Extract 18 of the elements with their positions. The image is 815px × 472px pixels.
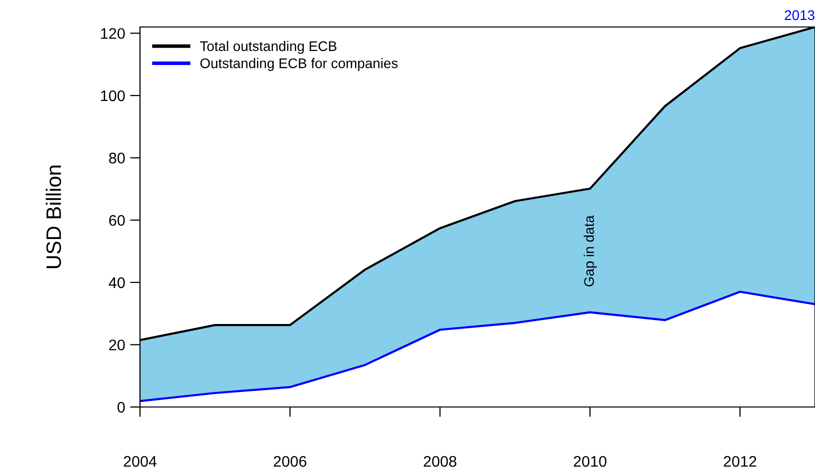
x-tick-label: 2010 — [574, 456, 606, 467]
y-tick-label: 20 — [109, 340, 125, 350]
x-tick-label: 2012 — [724, 456, 756, 467]
x-tick-label: 2006 — [274, 456, 306, 467]
x-tick-label: 2008 — [424, 456, 456, 467]
y-tick-label: 0 — [118, 402, 125, 413]
line-series — [140, 290, 815, 402]
y-tick-label: 100 — [101, 90, 125, 102]
legend-label: Outstanding ECB for companies — [200, 58, 398, 71]
y-tick-label: 120 — [101, 28, 125, 39]
y-tick-label: 60 — [109, 214, 125, 226]
y-tick-label: 40 — [108, 277, 125, 288]
annotation: 2013 — [784, 10, 814, 20]
annotation: Gap in data — [584, 215, 597, 286]
x-tick-label: 2004 — [124, 456, 157, 467]
y-axis-title: USD Billion — [46, 166, 62, 268]
y-tick-label: 80 — [109, 152, 125, 164]
legend-label: Total outstanding ECB — [200, 40, 336, 54]
